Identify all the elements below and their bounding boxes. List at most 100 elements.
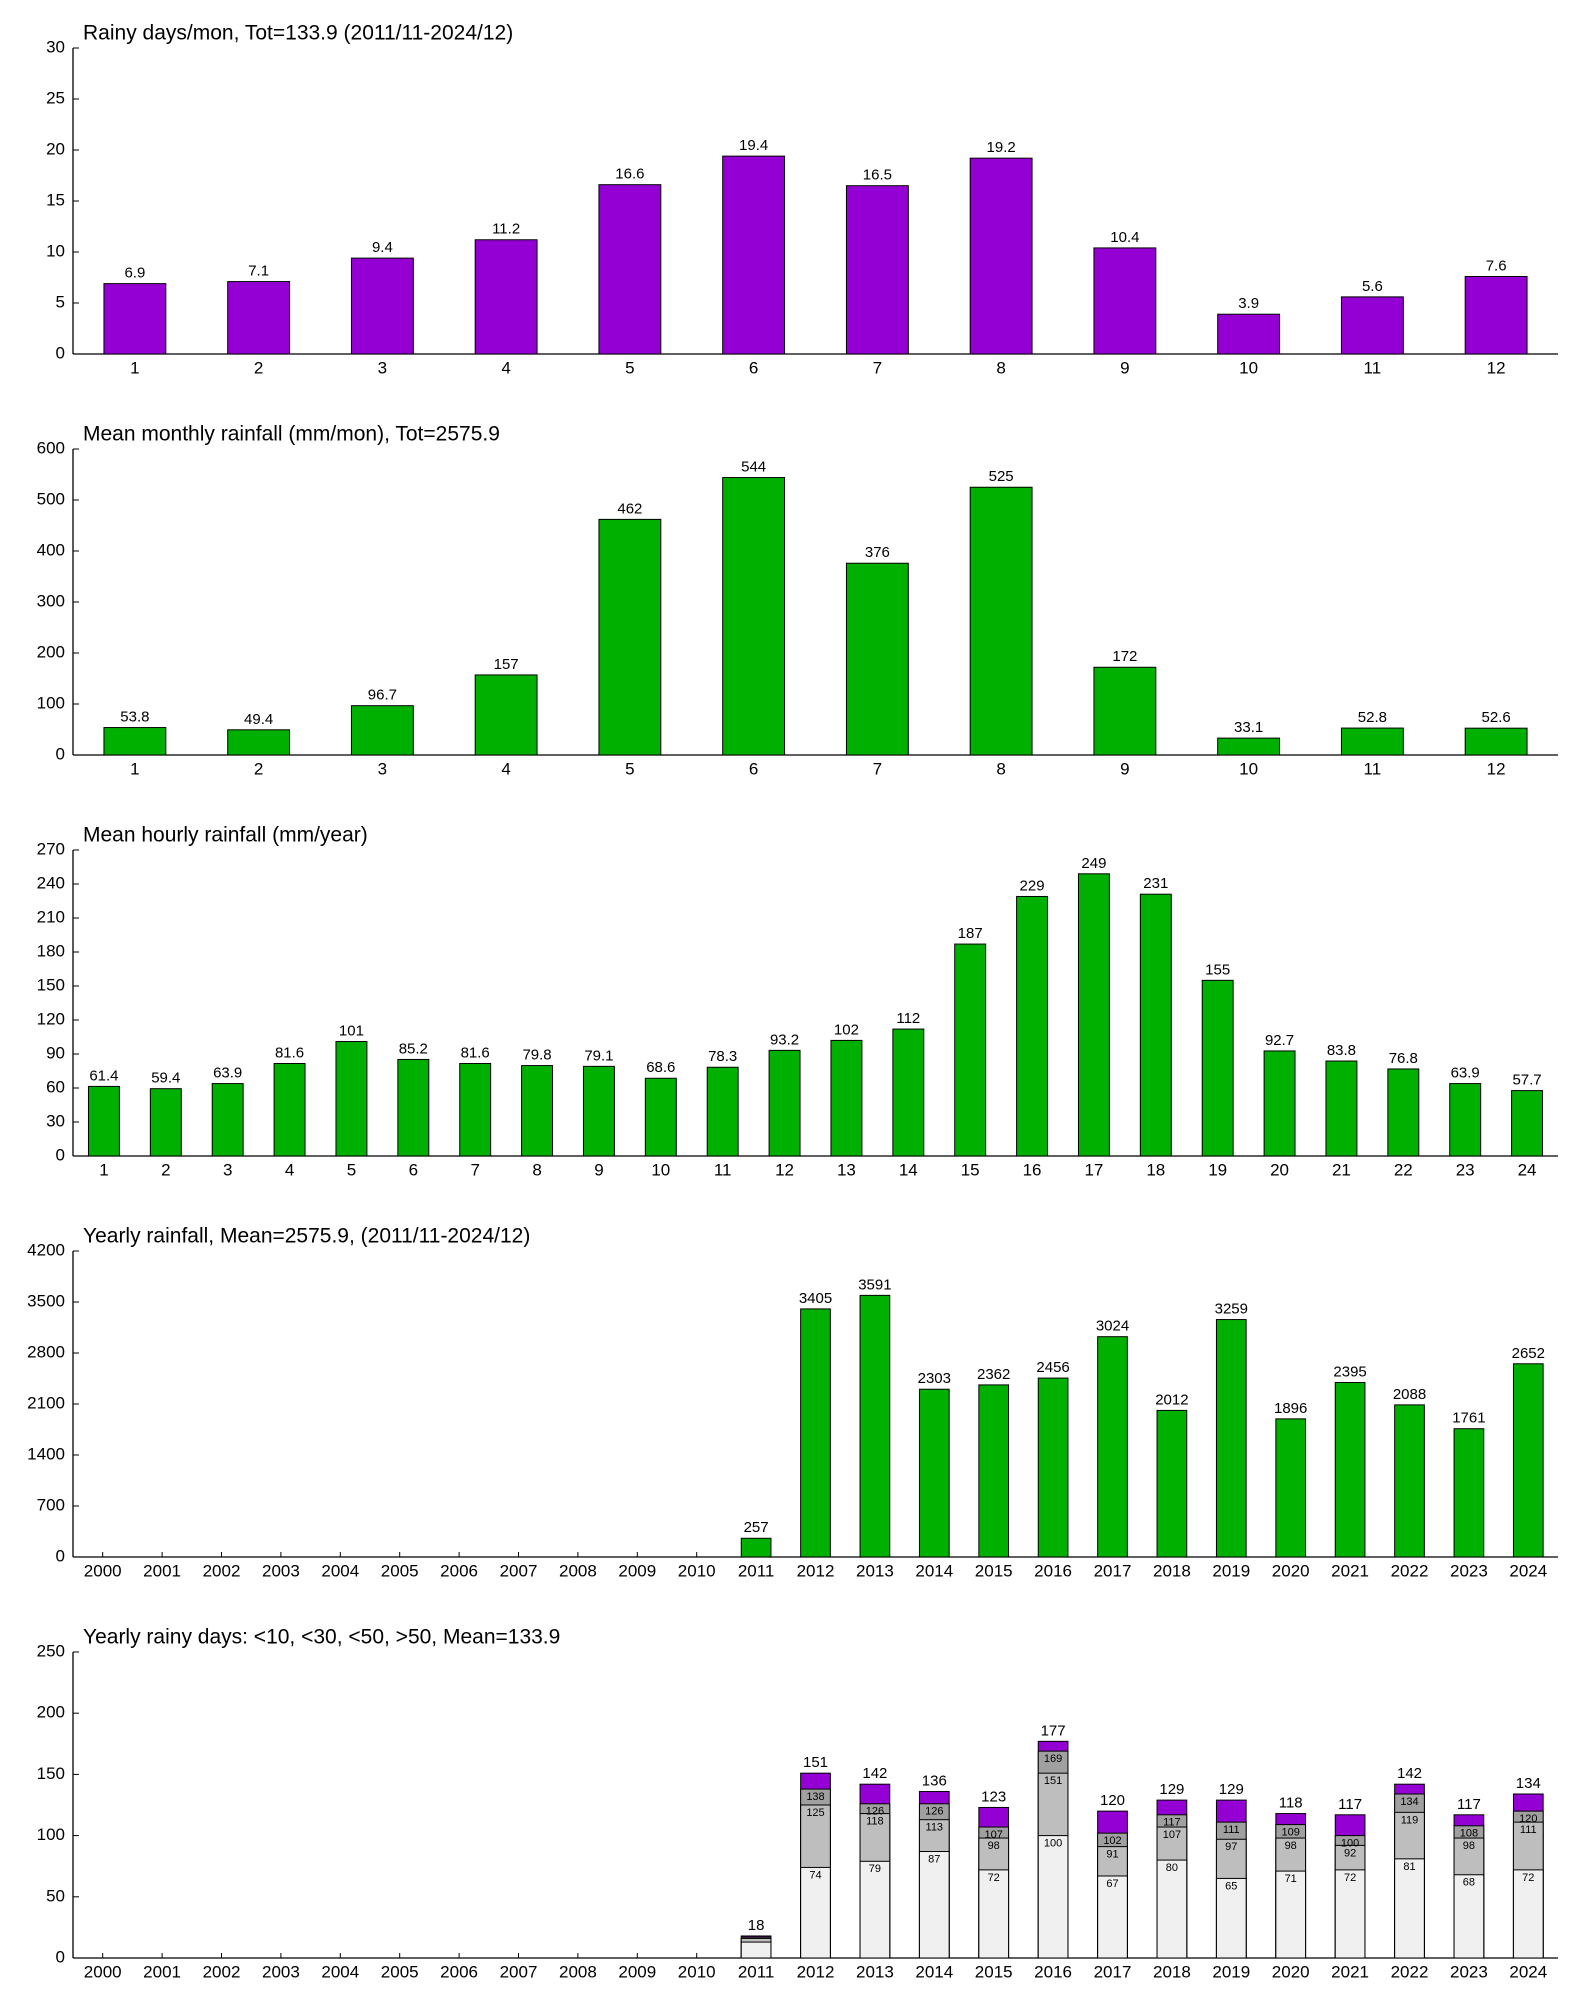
- value-label: 63.9: [1451, 1065, 1480, 1082]
- x-tick-label: 2012: [797, 1962, 835, 1981]
- value-label: 63.9: [213, 1065, 242, 1082]
- segment-label: 126: [925, 1806, 943, 1818]
- x-tick-label: 2006: [440, 1962, 478, 1981]
- value-label: 2456: [1036, 1359, 1069, 1376]
- segment-label: 68: [1463, 1877, 1475, 1889]
- value-label: 78.3: [708, 1048, 737, 1065]
- y-tick-label: 250: [37, 1641, 65, 1660]
- x-tick-label: 19: [1208, 1160, 1227, 1179]
- value-label: 376: [865, 544, 890, 561]
- value-label: 7.6: [1486, 257, 1507, 274]
- segment-label: 92: [1344, 1847, 1356, 1859]
- value-label: 33.1: [1234, 719, 1263, 736]
- bar: [521, 1065, 554, 1157]
- y-tick-label: 4200: [27, 1240, 65, 1259]
- segment-label: 98: [1463, 1840, 1475, 1852]
- x-tick-label: 2000: [84, 1561, 122, 1580]
- value-label: 16.5: [863, 167, 892, 184]
- x-tick-label: 2010: [678, 1561, 716, 1580]
- x-tick-label: 2016: [1034, 1561, 1072, 1580]
- bar: [1093, 247, 1157, 355]
- value-label: 3.9: [1238, 295, 1259, 312]
- value-label: 229: [1020, 877, 1045, 894]
- x-tick-label: 2009: [618, 1561, 656, 1580]
- value-label: 79.1: [584, 1047, 613, 1064]
- value-label: 117: [1338, 1796, 1362, 1813]
- y-tick-label: 25: [46, 88, 65, 107]
- value-label: 112: [896, 1010, 920, 1027]
- value-label: 3259: [1215, 1301, 1248, 1318]
- bar: [273, 1063, 306, 1157]
- x-tick-label: 11: [1364, 358, 1382, 377]
- x-tick-label: 2002: [203, 1962, 241, 1981]
- segment-label: 65: [1225, 1880, 1237, 1892]
- value-label: 5.6: [1362, 278, 1383, 295]
- bar: [892, 1028, 925, 1157]
- x-tick-label: 2008: [559, 1962, 597, 1981]
- segment-label: 111: [1520, 1824, 1537, 1836]
- segment-label: 98: [988, 1840, 1000, 1852]
- bar: [598, 184, 662, 355]
- x-tick-label: 2007: [500, 1561, 538, 1580]
- bar-segment: [1394, 1858, 1425, 1959]
- x-tick-label: 2023: [1450, 1561, 1488, 1580]
- segment-label: 119: [1401, 1814, 1419, 1826]
- x-tick-label: 2013: [856, 1561, 894, 1580]
- x-tick-label: 2014: [915, 1561, 953, 1580]
- bar: [800, 1308, 831, 1558]
- bar: [1139, 893, 1172, 1157]
- value-label: 1896: [1274, 1400, 1307, 1417]
- bar-segment: [1156, 1859, 1188, 1959]
- value-label: 129: [1159, 1781, 1184, 1798]
- segment-label: 134: [1400, 1796, 1418, 1808]
- segment-label: 113: [926, 1822, 944, 1834]
- bar: [845, 185, 909, 355]
- x-tick-label: 2017: [1094, 1561, 1132, 1580]
- bar-segment: [1097, 1875, 1128, 1959]
- x-tick-label: 12: [1487, 358, 1506, 377]
- bar: [1037, 1377, 1069, 1558]
- bar: [845, 562, 909, 756]
- y-tick-label: 100: [37, 693, 65, 712]
- segment-label: 138: [806, 1791, 824, 1803]
- segment-label: 107: [985, 1829, 1003, 1841]
- bar: [103, 283, 167, 355]
- x-tick-label: 12: [775, 1160, 794, 1179]
- x-tick-label: 3: [378, 759, 387, 778]
- bar: [103, 727, 167, 756]
- value-label: 102: [834, 1021, 859, 1038]
- segment-label: 97: [1225, 1841, 1237, 1853]
- segment-label: 67: [1106, 1878, 1118, 1890]
- segment-label: 81: [1403, 1861, 1415, 1873]
- x-tick-label: 2017: [1094, 1962, 1132, 1981]
- y-tick-label: 2800: [27, 1342, 65, 1361]
- x-tick-label: 2012: [797, 1561, 835, 1580]
- y-tick-label: 200: [37, 642, 65, 661]
- x-tick-label: 14: [899, 1160, 918, 1179]
- chart-title: Yearly rainy days: <10, <30, <50, >50, M…: [83, 1626, 560, 1649]
- x-tick-label: 2: [161, 1160, 170, 1179]
- x-tick-label: 2011: [738, 1561, 775, 1580]
- x-tick-label: 2006: [440, 1561, 478, 1580]
- y-tick-label: 400: [37, 540, 65, 559]
- y-tick-label: 90: [46, 1043, 65, 1062]
- value-label: 101: [339, 1023, 364, 1040]
- value-label: 3591: [858, 1276, 891, 1293]
- x-tick-label: 5: [347, 1160, 356, 1179]
- y-tick-label: 150: [37, 1764, 65, 1783]
- value-label: 92.7: [1265, 1032, 1294, 1049]
- x-tick-label: 9: [1120, 358, 1129, 377]
- x-tick-label: 2019: [1212, 1561, 1250, 1580]
- segment-label: 125: [806, 1807, 824, 1819]
- segment-label: 91: [1106, 1849, 1118, 1861]
- y-tick-label: 3500: [27, 1291, 65, 1310]
- bar: [1340, 727, 1404, 756]
- value-label: 525: [989, 468, 1014, 485]
- bar-segment: [1037, 1835, 1069, 1959]
- bar-segment: [918, 1851, 950, 1959]
- x-tick-label: 2021: [1331, 1561, 1369, 1580]
- value-label: 157: [494, 656, 519, 673]
- value-label: 18: [748, 1917, 765, 1934]
- segment-label: 107: [1163, 1829, 1181, 1841]
